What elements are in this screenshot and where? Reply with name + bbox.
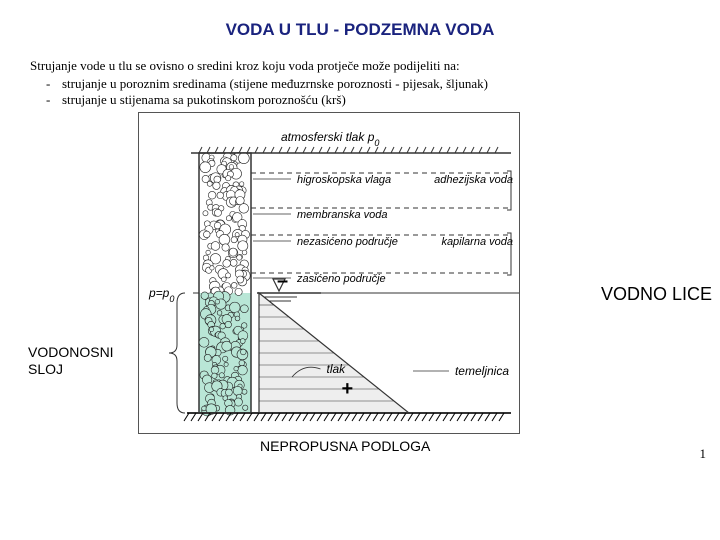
bullet-item: - strujanje u poroznim sredinama (stijen…: [46, 76, 690, 92]
svg-text:–: –: [277, 270, 288, 292]
svg-text:p=p0: p=p0: [148, 286, 174, 304]
bullet-text: strujanje u poroznim sredinama (stijene …: [62, 76, 488, 92]
bullet-text: strujanje u stijenama sa pukotinskom por…: [62, 92, 346, 108]
svg-text:nezasićeno područje: nezasićeno područje: [297, 236, 398, 248]
svg-text:membranska voda: membranska voda: [297, 209, 388, 221]
svg-text:tlak: tlak: [327, 362, 347, 376]
svg-text:zasićeno područje: zasićeno područje: [296, 273, 386, 285]
page-title: VODA U TLU - PODZEMNA VODA: [0, 0, 720, 40]
bullet-dash: -: [46, 76, 62, 92]
svg-text:adhezijska voda: adhezijska voda: [434, 174, 513, 186]
intro-text: Strujanje vode u tlu se ovisno o sredini…: [30, 58, 690, 74]
svg-text:atmosferski tlak p0: atmosferski tlak p0: [281, 130, 379, 148]
svg-text:kapilarna voda: kapilarna voda: [441, 236, 513, 248]
svg-text:temeljnica: temeljnica: [455, 364, 509, 378]
svg-text:+: +: [342, 378, 354, 400]
diagram-container: atmosferski tlak p0 higroskopska vlaga adh…: [0, 112, 720, 472]
bullet-list: - strujanje u poroznim sredinama (stijen…: [46, 76, 690, 108]
bullet-item: - strujanje u stijenama sa pukotinskom p…: [46, 92, 690, 108]
vodonosni-sloj-label: VODONOSNI SLOJ: [28, 344, 128, 378]
nepropusna-podloga-label: NEPROPUSNA PODLOGA: [260, 438, 430, 454]
vodno-lice-label: VODNO LICE: [601, 284, 712, 305]
page-number: 1: [700, 446, 707, 462]
vodonosni-sloj-text: VODONOSNI SLOJ: [28, 344, 128, 378]
bullet-dash: -: [46, 92, 62, 108]
svg-text:higroskopska vlaga: higroskopska vlaga: [297, 174, 391, 186]
soil-water-diagram: atmosferski tlak p0 higroskopska vlaga adh…: [138, 112, 520, 434]
